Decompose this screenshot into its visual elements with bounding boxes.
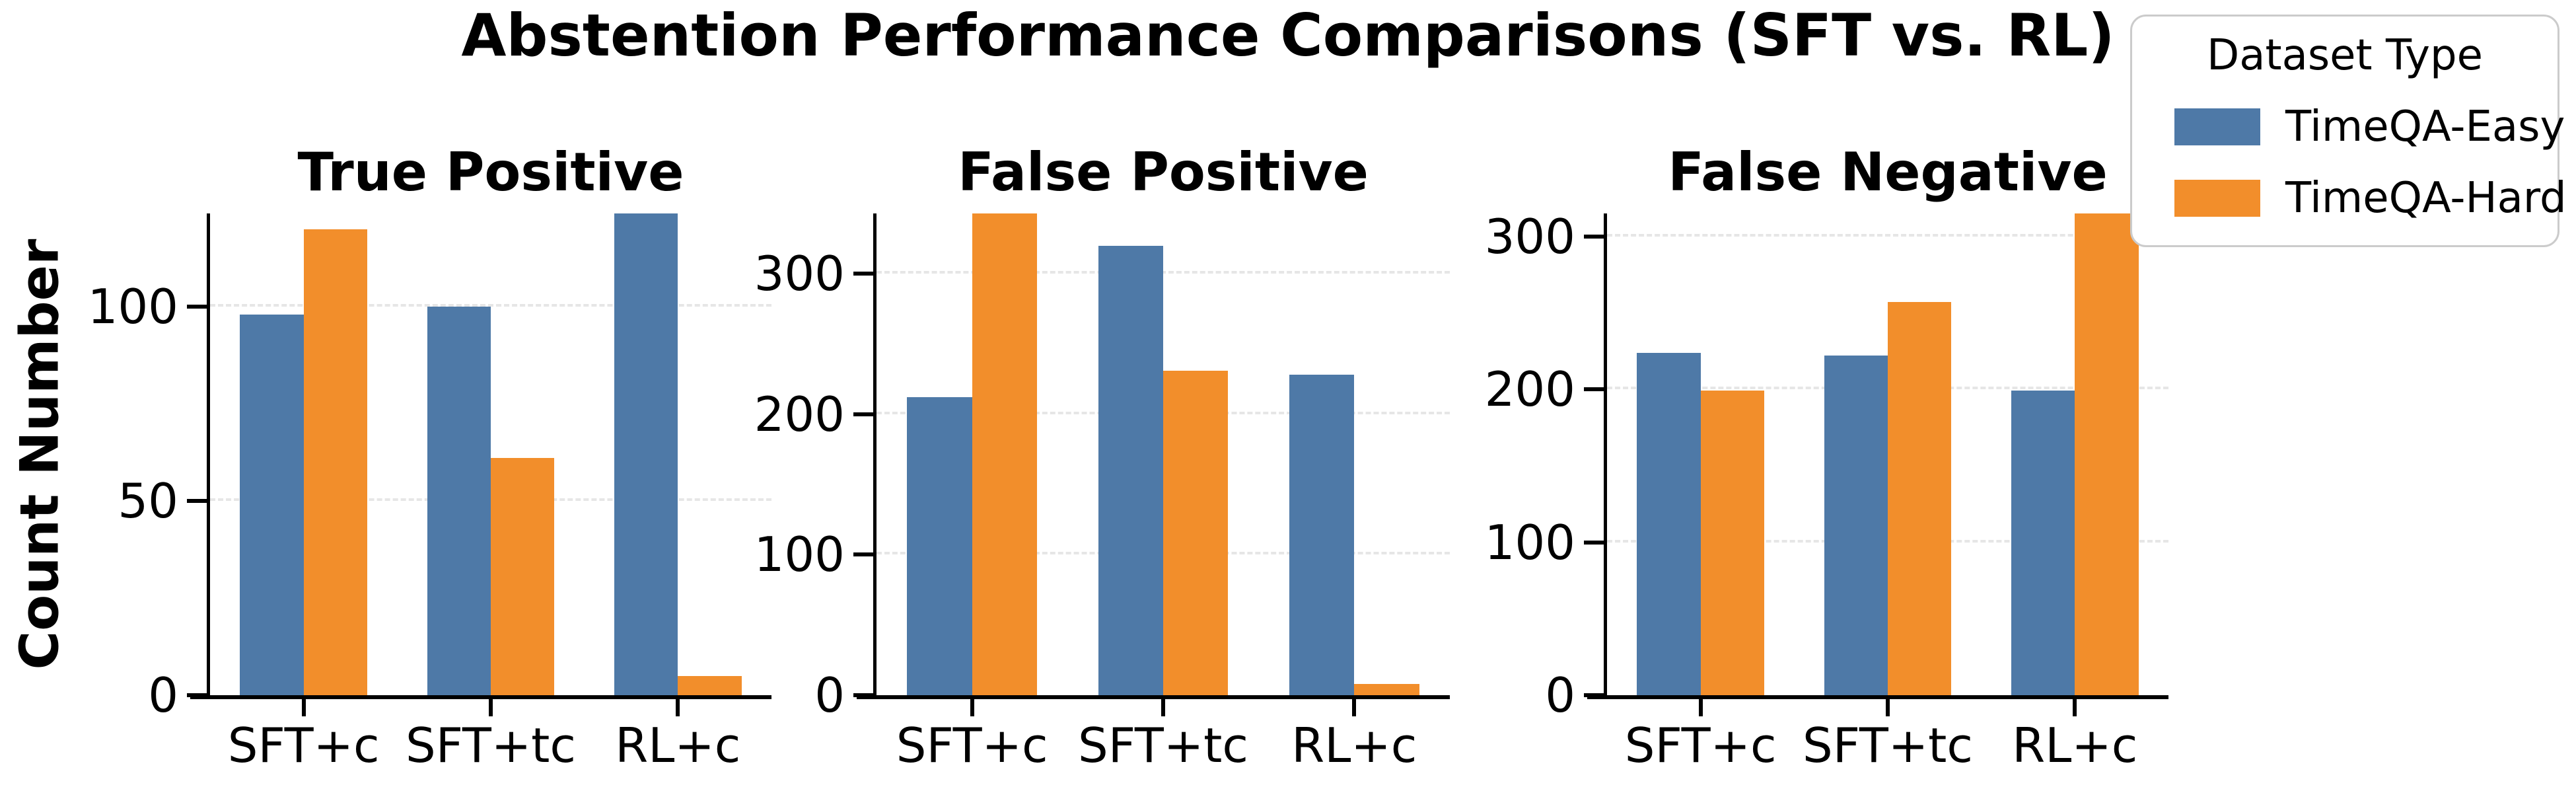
bar-group-SFT+tc [1067,213,1258,695]
bar-group-SFT+c [1607,213,1794,695]
y-tick-label: 50 [118,473,178,529]
figure-title: Abstention Performance Comparisons (SFT … [461,1,2115,69]
bar-timeqa-hard-SFT+tc [1163,371,1229,695]
bar-timeqa-easy-SFT+tc [1098,245,1163,695]
legend-swatch-timeqa-easy [2174,108,2260,145]
y-tick-mark [1584,540,1604,545]
y-tick-mark [1584,234,1604,239]
x-tick-label: SFT+tc [1078,718,1248,773]
y-tick-label: 200 [1484,361,1575,418]
bar-timeqa-hard-SFT+tc [490,458,555,695]
x-tick-label: RL+c [2012,718,2138,773]
gridline-y300 [877,271,1450,274]
bar-timeqa-hard-RL+c [678,675,742,695]
x-tick-mark [1352,699,1357,716]
bar-timeqa-hard-RL+c [2075,213,2139,695]
x-tick-mark [301,699,306,716]
x-tick-label: SFT+c [896,718,1048,773]
bar-timeqa-easy-RL+c [614,213,678,695]
axis-spine-bottom [190,695,771,699]
subplot-axes-3: False Negative 0 100 200 300 SFT+c SFT+tc RL+c [1485,141,2168,769]
legend-swatch-timeqa-hard [2174,180,2260,217]
x-tick-mark [1698,699,1703,716]
y-tick-label: 0 [814,667,845,723]
bar-timeqa-hard-SFT+c [303,229,367,695]
bar-timeqa-easy-SFT+c [240,314,304,695]
y-tick-mark [853,552,873,557]
y-tick-mark [853,272,873,276]
y-tick-mark [187,499,207,504]
y-tick-label: 200 [754,386,845,442]
bar-timeqa-easy-SFT+tc [1824,356,1888,695]
bar-timeqa-easy-SFT+tc [427,307,491,695]
bar-timeqa-hard-RL+c [1354,684,1419,695]
subplot-title: False Negative [1668,141,2108,203]
bar-timeqa-hard-SFT+c [1700,391,1764,695]
bar-timeqa-easy-SFT+c [1637,352,1701,695]
y-axis-label-container: Count Number [0,213,79,695]
x-tick-mark [1161,699,1165,716]
bar-group-RL+c [1259,213,1450,695]
x-tick-mark [489,699,493,716]
bar-group-SFT+tc [397,213,584,695]
bar-timeqa-hard-SFT+tc [1887,302,1952,695]
bar-group-SFT+c [210,213,397,695]
legend-title: Dataset Type [2207,31,2483,80]
x-tick-mark [970,699,974,716]
legend-entry-label: TimeQA-Easy [2285,102,2565,151]
x-tick-label: RL+c [1291,718,1417,773]
subplot-title: False Positive [958,141,1369,203]
x-tick-mark [676,699,680,716]
bar-timeqa-hard-SFT+c [972,213,1038,695]
bar-group-RL+c [1982,213,2168,695]
legend-entry-label: TimeQA-Hard [2285,174,2567,223]
bar-timeqa-easy-RL+c [2011,391,2075,695]
bar-timeqa-easy-SFT+c [907,397,972,695]
x-tick-label: SFT+tc [406,718,576,773]
y-axis-label: Count Number [9,239,71,670]
axis-spine-bottom [1587,695,2168,699]
y-tick-label: 100 [754,527,845,583]
y-tick-mark [853,412,873,416]
gridline-y300 [1607,233,2168,237]
x-tick-mark [1886,699,1890,716]
y-tick-label: 0 [148,667,178,723]
legend-entry: TimeQA-Easy [2141,102,2565,151]
legend: Dataset Type TimeQA-Easy TimeQA-Hard [2130,15,2567,247]
y-tick-mark [1584,387,1604,392]
axis-spine-left [1604,213,1607,699]
y-tick-mark [187,305,207,309]
x-tick-label: SFT+c [1624,718,1777,773]
x-tick-label: RL+c [615,718,741,773]
bar-group-RL+c [585,213,771,695]
subplot-axes-2: False Positive 0 100 200 300 SFT+c SFT+tc RL+c [754,141,1450,769]
gridline-y100 [210,304,771,307]
y-tick-label: 300 [754,246,845,302]
y-tick-label: 0 [1545,667,1575,723]
x-tick-label: SFT+tc [1803,718,1973,773]
axis-spine-left [873,213,877,699]
bar-timeqa-easy-RL+c [1289,375,1355,695]
legend-entry: TimeQA-Hard [2141,174,2567,223]
x-tick-mark [2073,699,2077,716]
x-tick-label: SFT+c [227,718,380,773]
bar-group-SFT+tc [1794,213,1981,695]
y-tick-label: 100 [87,279,178,335]
axis-spine-bottom [857,695,1450,699]
subplot-title: True Positive [297,141,684,203]
bar-group-SFT+c [877,213,1067,695]
subplot-axes-1: True Positive 0 50 100 SFT+c SFT+tc RL+c [88,141,771,769]
y-tick-label: 100 [1484,514,1575,570]
legend-entries: TimeQA-Easy TimeQA-Hard [2141,102,2567,223]
y-tick-label: 300 [1484,208,1575,264]
axis-spine-left [207,213,210,699]
